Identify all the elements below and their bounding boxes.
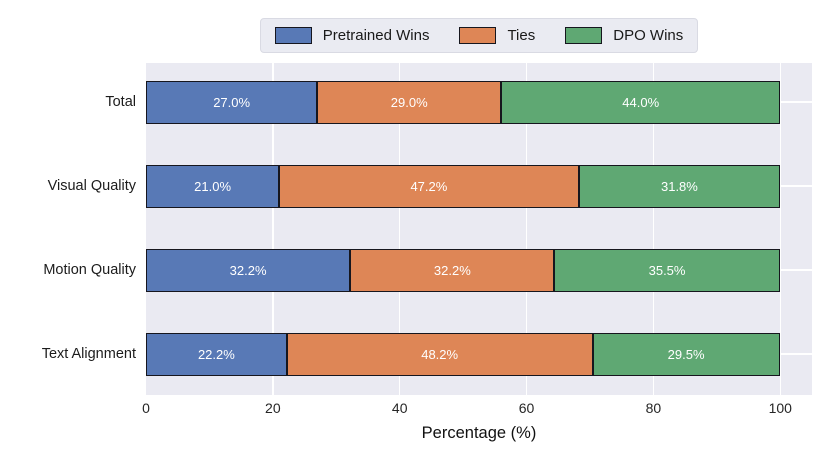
bar-value-label: 29.0% <box>390 94 428 110</box>
gridline-vertical <box>398 63 401 395</box>
bar-value-label: 21.0% <box>194 178 232 194</box>
bar-value-label: 31.8% <box>660 178 698 194</box>
gridline-vertical <box>779 63 782 395</box>
bar-row: 32.2% 32.2% 35.5% <box>146 248 812 292</box>
bar-segment: 47.2% <box>279 164 579 208</box>
bar-value-label: 44.0% <box>622 94 660 110</box>
bar-value-label: 48.2% <box>421 346 459 362</box>
bar-segment: 35.5% <box>554 248 780 292</box>
category-label: Text Alignment <box>41 346 136 362</box>
legend-item: DPO Wins <box>565 27 683 44</box>
legend-item: Ties <box>459 27 535 44</box>
bar-value-label: 32.2% <box>433 262 471 278</box>
legend-swatch-icon <box>459 27 497 44</box>
bar-row: 22.2% 48.2% 29.5% <box>146 332 812 376</box>
bar-row: 27.0% 29.0% 44.0% <box>146 80 812 124</box>
x-tick-label: 60 <box>518 400 535 416</box>
bar-segment: 27.0% <box>146 80 318 124</box>
category-label: Total <box>105 94 136 110</box>
bar-value-label: 27.0% <box>213 94 251 110</box>
x-tick-label: 0 <box>142 400 150 416</box>
legend-label: Pretrained Wins <box>322 27 430 44</box>
bar-segment: 22.2% <box>146 332 287 376</box>
bar-value-label: 32.2% <box>229 262 267 278</box>
x-axis-label: Percentage (%) <box>421 424 537 442</box>
legend-swatch-icon <box>565 27 603 44</box>
category-label: Motion Quality <box>43 262 136 278</box>
plot-area: 27.0% 29.0% 44.0% 21.0% 47.2% 31.8% 32.2% 32.2%… <box>146 63 812 395</box>
bar-segment: 32.2% <box>146 248 351 292</box>
bar-segment: 32.2% <box>350 248 555 292</box>
legend-item: Pretrained Wins <box>274 27 430 44</box>
legend-label: DPO Wins <box>613 27 684 44</box>
gridline-vertical <box>652 63 655 395</box>
bar-segment: 31.8% <box>578 164 781 208</box>
bar-segment: 21.0% <box>146 164 280 208</box>
gridline-vertical <box>525 63 528 395</box>
bar-value-label: 47.2% <box>410 178 448 194</box>
x-tick-label: 80 <box>645 400 662 416</box>
legend-swatch-icon <box>274 27 312 44</box>
bar-segment: 29.0% <box>317 80 502 124</box>
x-tick-label: 100 <box>768 400 792 416</box>
x-tick-label: 40 <box>391 400 408 416</box>
bar-value-label: 35.5% <box>648 262 686 278</box>
legend-wrap: Pretrained Wins Ties DPO Wins <box>146 18 812 53</box>
bar-segment: 48.2% <box>286 332 593 376</box>
gridline-vertical <box>272 63 274 395</box>
legend: Pretrained Wins Ties DPO Wins <box>259 18 699 53</box>
bar-segment: 29.5% <box>592 332 780 376</box>
bar-value-label: 22.2% <box>197 346 235 362</box>
bar-segment: 44.0% <box>501 80 781 124</box>
bar-value-label: 29.5% <box>667 346 705 362</box>
legend-label: Ties <box>507 27 536 44</box>
x-tick-label: 20 <box>265 400 281 416</box>
category-label: Visual Quality <box>47 178 136 194</box>
bar-row: 21.0% 47.2% 31.8% <box>146 164 812 208</box>
